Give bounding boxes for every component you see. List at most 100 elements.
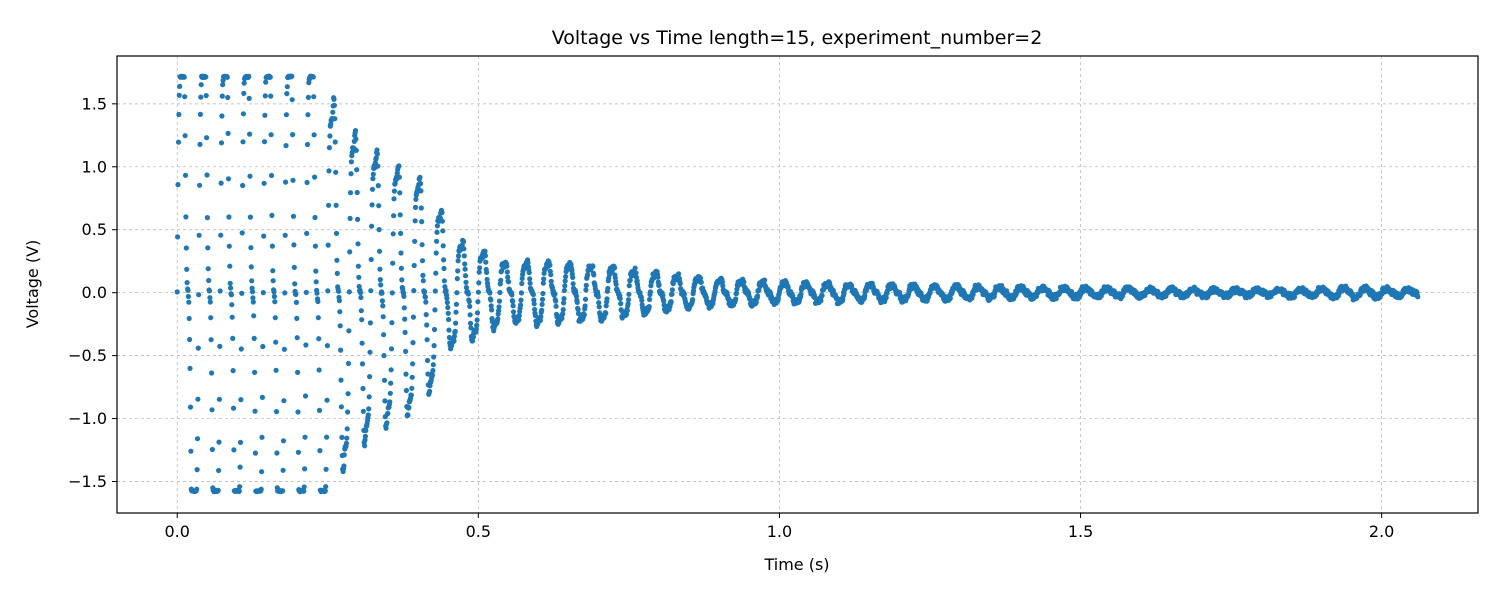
data-point xyxy=(539,301,545,307)
data-point xyxy=(562,278,568,284)
data-point xyxy=(413,196,419,202)
data-point xyxy=(325,242,331,248)
data-point xyxy=(410,340,416,346)
data-point xyxy=(883,295,889,301)
data-point xyxy=(477,265,483,271)
data-point xyxy=(248,264,254,270)
data-point xyxy=(272,315,278,321)
grid-layer xyxy=(117,56,1478,513)
xtick-layer: 0.0 0.5 1.0 1.5 2.0 xyxy=(164,513,1394,541)
data-point xyxy=(344,435,350,441)
data-point xyxy=(454,276,460,282)
data-point xyxy=(270,278,276,284)
data-point xyxy=(368,256,374,263)
data-point xyxy=(218,232,224,238)
data-point xyxy=(453,320,459,326)
data-point xyxy=(274,450,280,456)
data-point xyxy=(552,291,558,297)
data-point xyxy=(431,343,437,349)
data-point xyxy=(241,80,247,86)
data-point xyxy=(334,257,340,263)
data-point xyxy=(354,167,360,173)
data-point xyxy=(398,250,404,256)
data-point xyxy=(625,297,632,303)
data-point xyxy=(370,171,376,177)
data-point xyxy=(396,163,402,169)
data-point xyxy=(247,173,253,179)
data-point xyxy=(271,289,277,295)
data-point xyxy=(419,219,425,225)
data-point xyxy=(411,262,417,269)
data-point xyxy=(369,223,375,229)
data-point xyxy=(376,203,382,209)
data-point xyxy=(677,281,683,287)
x-tick-label: 0.0 xyxy=(164,522,189,541)
data-point xyxy=(495,316,501,322)
data-point xyxy=(441,265,447,272)
data-point xyxy=(324,343,330,349)
data-point xyxy=(655,274,661,280)
data-point xyxy=(362,443,368,449)
data-point xyxy=(429,372,435,378)
data-point xyxy=(510,309,517,315)
data-point xyxy=(397,212,403,218)
data-point xyxy=(267,74,273,80)
data-point xyxy=(381,353,387,359)
data-point xyxy=(419,242,425,248)
data-point xyxy=(289,73,295,79)
data-point xyxy=(390,231,396,237)
data-point xyxy=(366,406,372,412)
data-point xyxy=(362,433,368,439)
data-point xyxy=(374,147,380,153)
data-point xyxy=(294,335,300,341)
data-point xyxy=(375,183,381,189)
data-point xyxy=(504,269,510,275)
data-point xyxy=(302,434,308,440)
data-point xyxy=(611,265,618,271)
data-point xyxy=(326,145,332,151)
data-point xyxy=(252,450,258,456)
data-point xyxy=(290,213,297,219)
data-point xyxy=(333,169,339,175)
data-point xyxy=(720,283,726,289)
data-point xyxy=(446,334,452,341)
data-point xyxy=(206,277,212,284)
data-point xyxy=(473,326,479,332)
data-point xyxy=(373,155,379,161)
data-point xyxy=(289,97,295,103)
data-point xyxy=(313,279,319,285)
data-point xyxy=(352,128,359,134)
data-point xyxy=(293,299,299,305)
data-point xyxy=(367,349,373,355)
data-point xyxy=(474,322,480,328)
data-point xyxy=(560,307,566,313)
data-point xyxy=(424,322,430,328)
data-point xyxy=(398,230,404,236)
data-point xyxy=(247,131,253,137)
points-layer xyxy=(174,73,1421,495)
data-point xyxy=(496,298,503,304)
data-point xyxy=(482,253,488,259)
data-point xyxy=(183,245,189,251)
data-point xyxy=(389,290,395,296)
data-point xyxy=(563,274,569,280)
data-point xyxy=(430,367,436,374)
data-point xyxy=(358,308,364,314)
data-point xyxy=(418,188,424,194)
data-point xyxy=(376,227,382,233)
data-point xyxy=(583,287,589,293)
data-point xyxy=(947,295,953,301)
data-point xyxy=(338,347,344,353)
data-point xyxy=(230,335,236,341)
data-point xyxy=(463,279,469,285)
chart-title: Voltage vs Time length=15, experiment_nu… xyxy=(552,27,1043,49)
data-point xyxy=(379,290,385,296)
data-point xyxy=(374,151,380,157)
data-point xyxy=(204,172,210,178)
data-point xyxy=(355,241,361,247)
data-point xyxy=(259,434,265,440)
data-point xyxy=(431,326,438,333)
data-point xyxy=(434,238,440,244)
data-point xyxy=(207,295,213,301)
